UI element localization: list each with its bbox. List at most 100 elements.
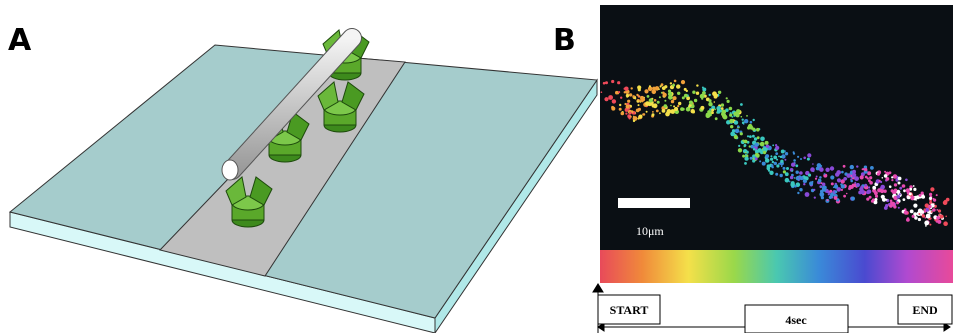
trace-dot (744, 140, 748, 144)
trace-dot (765, 158, 770, 163)
trace-dot (841, 171, 844, 174)
trace-dot (822, 187, 827, 192)
trace-dot (757, 136, 760, 139)
trace-dot (929, 193, 932, 196)
trace-dot (843, 165, 846, 168)
trace-dot (812, 181, 814, 183)
trace-dot (871, 200, 874, 203)
trace-dot (638, 118, 640, 120)
trace-dot (881, 195, 885, 199)
trace-dot (859, 187, 863, 191)
trace-dot (674, 80, 677, 83)
trace-dot (791, 163, 795, 167)
trace-dot (620, 97, 622, 99)
trace-dot (944, 200, 948, 204)
scale-bar (618, 198, 690, 208)
trace-dot (673, 96, 677, 100)
trace-dot (603, 82, 606, 85)
trace-dot (794, 177, 796, 179)
trace-dot (708, 102, 712, 106)
trace-dot (829, 196, 832, 199)
trace-dot (646, 111, 648, 113)
micrograph (600, 5, 953, 250)
trace-dot (909, 193, 912, 196)
trace-dot (767, 166, 771, 170)
trace-dot (927, 211, 929, 213)
trace-dot (747, 126, 750, 129)
trace-dot (896, 200, 898, 202)
trace-dot (800, 176, 804, 180)
trace-dot (921, 211, 923, 213)
panel-label: A (8, 23, 32, 58)
trace-dot (936, 216, 940, 220)
trace-dot (638, 104, 640, 106)
trace-dot (786, 167, 789, 170)
trace-dot (889, 185, 892, 188)
trace-dot (735, 129, 740, 134)
trace-dot (943, 221, 948, 226)
trace-dot (869, 176, 872, 179)
trace-dot (812, 163, 814, 165)
trace-dot (791, 170, 793, 172)
trace-dot (794, 185, 797, 188)
trace-dot (919, 194, 922, 197)
trace-dot (827, 199, 829, 201)
panel-label: B (553, 23, 576, 58)
trace-dot (714, 101, 716, 103)
trace-dot (721, 107, 724, 110)
trace-dot (918, 218, 921, 221)
trace-dot (840, 183, 842, 185)
trace-dot (642, 113, 644, 115)
trace-dot (867, 171, 871, 175)
trace-dot (930, 187, 934, 191)
trace-dot (729, 119, 733, 123)
trace-dot (682, 108, 685, 111)
trace-dot (914, 215, 916, 217)
trace-dot (929, 224, 931, 226)
trace-dot (898, 182, 901, 185)
trace-dot (931, 211, 933, 213)
trace-dot (868, 179, 871, 182)
trace-dot (833, 187, 835, 189)
trace-dot (846, 174, 850, 178)
trace-dot (843, 195, 846, 198)
trace-dot (795, 164, 798, 167)
trace-dot (884, 171, 886, 173)
trace-dot (775, 146, 779, 150)
trace-dot (778, 156, 780, 158)
trace-dot (796, 171, 799, 174)
trace-dot (714, 94, 718, 98)
trace-dot (770, 155, 772, 157)
trace-dot (718, 91, 721, 94)
trace-dot (834, 190, 837, 193)
trace-dot (884, 174, 888, 178)
trace-dot (830, 175, 834, 179)
trace-dot (742, 121, 745, 124)
trace-dot (658, 88, 660, 90)
trace-dot (681, 80, 685, 84)
trace-dot (621, 112, 625, 116)
trace-dot (870, 166, 874, 170)
trace-dot (864, 168, 867, 171)
trace-dot (688, 106, 690, 108)
trace-dot (745, 157, 749, 161)
trace-dot (891, 176, 893, 178)
trace-dot (638, 88, 641, 91)
trace-dot (750, 157, 753, 160)
trace-dot (645, 101, 650, 106)
trace-dot (868, 186, 870, 188)
trace-dot (601, 91, 603, 93)
trace-dot (618, 91, 620, 93)
trace-dot (776, 164, 779, 167)
trace-dot (639, 115, 643, 119)
trace-dot (843, 177, 847, 181)
trace-dot (780, 160, 783, 163)
trace-dot (834, 196, 838, 200)
trace-dot (644, 89, 648, 93)
trace-dot (714, 109, 716, 111)
trace-dot (717, 109, 721, 113)
trace-dot (741, 116, 743, 118)
trace-dot (711, 112, 714, 115)
trace-dot (723, 115, 728, 120)
trace-dot (753, 119, 755, 121)
